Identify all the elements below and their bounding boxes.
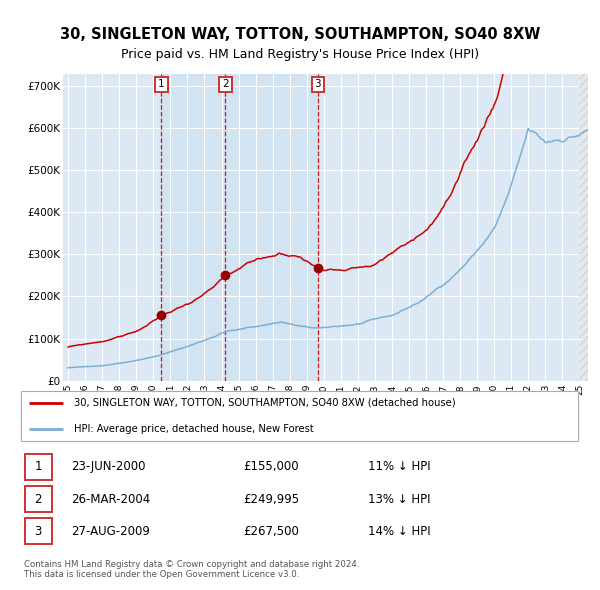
Text: £267,500: £267,500 [244, 525, 299, 538]
Text: 30, SINGLETON WAY, TOTTON, SOUTHAMPTON, SO40 8XW: 30, SINGLETON WAY, TOTTON, SOUTHAMPTON, … [60, 27, 540, 42]
Text: 2: 2 [222, 80, 229, 90]
Text: 26-MAR-2004: 26-MAR-2004 [71, 493, 151, 506]
Text: 2: 2 [35, 493, 42, 506]
Text: 14% ↓ HPI: 14% ↓ HPI [368, 525, 430, 538]
Text: 23-JUN-2000: 23-JUN-2000 [71, 460, 146, 473]
FancyBboxPatch shape [25, 486, 52, 512]
FancyBboxPatch shape [21, 391, 578, 441]
FancyBboxPatch shape [25, 519, 52, 544]
Bar [161, 74, 318, 381]
Text: 3: 3 [314, 80, 321, 90]
Text: Price paid vs. HM Land Registry's House Price Index (HPI): Price paid vs. HM Land Registry's House … [121, 48, 479, 61]
Text: Contains HM Land Registry data © Crown copyright and database right 2024.
This d: Contains HM Land Registry data © Crown c… [23, 560, 359, 579]
Text: 3: 3 [35, 525, 42, 538]
Text: 1: 1 [158, 80, 164, 90]
FancyBboxPatch shape [25, 454, 52, 480]
Text: 13% ↓ HPI: 13% ↓ HPI [368, 493, 430, 506]
Text: £249,995: £249,995 [244, 493, 300, 506]
Text: HPI: Average price, detached house, New Forest: HPI: Average price, detached house, New … [74, 424, 314, 434]
Text: 1: 1 [35, 460, 42, 473]
Text: 11% ↓ HPI: 11% ↓ HPI [368, 460, 430, 473]
Text: 27-AUG-2009: 27-AUG-2009 [71, 525, 151, 538]
Text: £155,000: £155,000 [244, 460, 299, 473]
Text: 30, SINGLETON WAY, TOTTON, SOUTHAMPTON, SO40 8XW (detached house): 30, SINGLETON WAY, TOTTON, SOUTHAMPTON, … [74, 398, 456, 408]
